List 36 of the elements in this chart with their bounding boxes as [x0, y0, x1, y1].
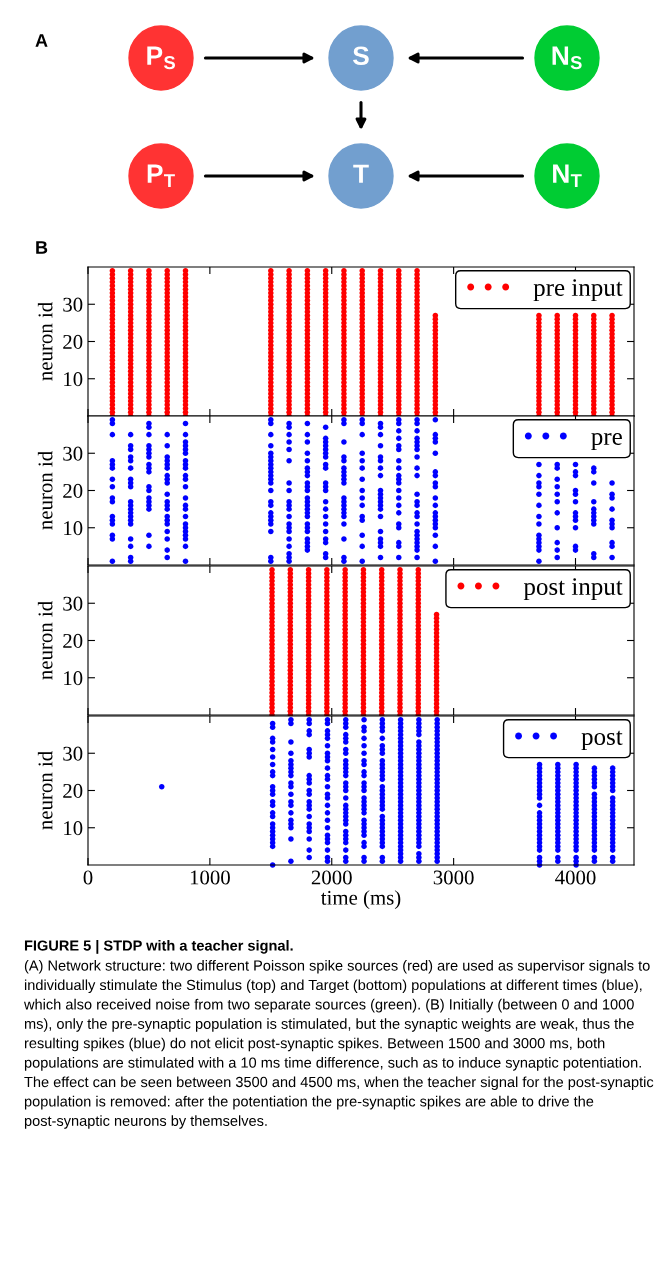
y-tick-label: 30 — [63, 746, 83, 761]
legend-label: post input — [523, 578, 623, 601]
y-tick-label: 30 — [63, 297, 83, 312]
text: N$_{S}$ — [552, 46, 582, 70]
legend-label: post — [581, 730, 623, 751]
y-tick-label: 10 — [64, 821, 83, 836]
legend-label: pre input — [533, 279, 623, 302]
text: P$_{S}$ — [147, 46, 176, 70]
legend-label: pre — [591, 432, 622, 451]
x-tick-label: 3000 — [433, 870, 474, 885]
text: (A) Network structure: two different Poisson spike sources (red) are used as supervisor signals to individually stimulate the Stimulus (top) and Target (bottom) populations at different times (blue), which also received noise from two separate sources (green). (B) Initially (between 0 and 1000 ms), only the pre-synaptic population is stimulated, but the synaptic weights are weak, thus the resulting spikes (blue) do not elicit post-synaptic spikes. Between 1500 and 3000 ms, both populations are stimulated with a 10 ms time difference, such as to induce synaptic potentiation. The effect can be seen between 3500 and 4500 ms, when the teacher signal for the post-synaptic population is removed: after the potentiation the pre-synaptic spikes are able to drive the post-synaptic neurons by themselves. — [23, 960, 654, 1129]
x-axis-title: time (ms) — [320, 890, 401, 910]
y-axis-title: neuron id — [37, 601, 53, 680]
y-tick-label: 10 — [64, 372, 83, 387]
y-axis-title: neuron id — [37, 751, 53, 830]
y-tick-label: 20 — [63, 633, 83, 648]
y-axis-title: neuron id — [37, 451, 53, 530]
text: P$_{T}$ — [147, 164, 175, 187]
chart-title: B — [36, 241, 48, 254]
x-tick-label: 0 — [83, 870, 93, 885]
y-tick-label: 30 — [63, 446, 83, 461]
y-tick-label: 20 — [63, 334, 83, 349]
text: A — [35, 34, 48, 47]
x-tick-label: 1000 — [190, 870, 230, 885]
y-tick-label: 30 — [63, 596, 83, 611]
text: T — [353, 164, 369, 183]
text: S — [352, 46, 369, 66]
y-tick-label: 10 — [64, 671, 83, 686]
x-tick-label: 2000 — [311, 870, 352, 885]
x-tick-label: 4000 — [555, 870, 596, 885]
text: N$_{T}$ — [553, 164, 582, 187]
y-tick-label: 10 — [64, 521, 83, 536]
y-axis-title: neuron id — [37, 302, 53, 381]
y-tick-label: 20 — [63, 483, 83, 498]
caption: FIGURE 5 | STDP with a teacher signal. — [24, 940, 293, 954]
y-tick-label: 20 — [63, 783, 83, 798]
